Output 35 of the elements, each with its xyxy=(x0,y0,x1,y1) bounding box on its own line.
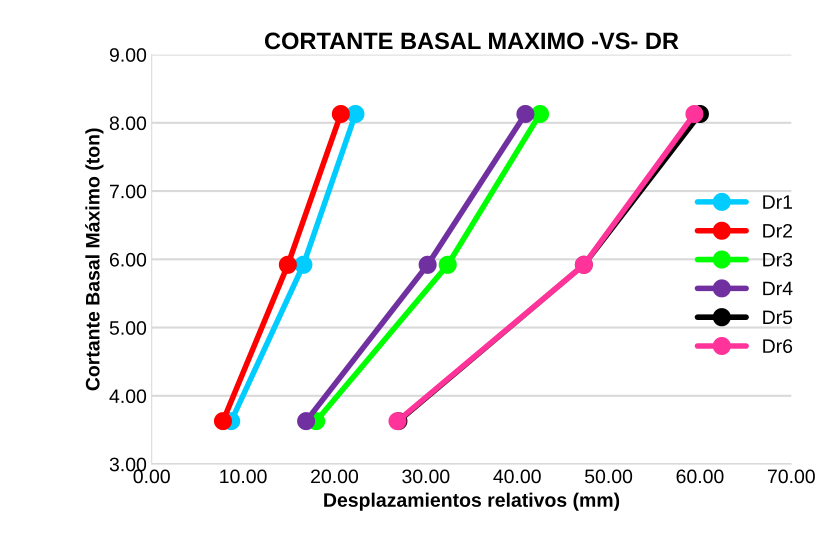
x-tick-label: 0.00 xyxy=(134,469,170,484)
point xyxy=(214,412,232,430)
legend-label: Dr5 xyxy=(763,310,792,324)
point xyxy=(294,256,312,274)
x-axis-title: Desplazamientos relativos (mm) xyxy=(324,492,620,511)
y-tick-label: 9.00 xyxy=(110,48,146,62)
chart-title: CORTANTE BASAL MAXIMO -VS- DR xyxy=(264,32,678,50)
y-tick-label: 7.00 xyxy=(110,184,146,198)
y-tick-label: 5.00 xyxy=(110,321,146,335)
x-tick-label: 20.00 xyxy=(311,469,358,484)
x-tick-label: 40.00 xyxy=(493,469,541,484)
point xyxy=(438,256,457,274)
point xyxy=(346,104,364,124)
x-tick-label: 10.00 xyxy=(220,469,267,484)
point xyxy=(332,104,350,124)
y-tick-label: 4.00 xyxy=(109,389,146,404)
x-tick-label: 50.00 xyxy=(585,469,632,484)
x-tick-label: 30.00 xyxy=(402,469,450,484)
legend-label: Dr4 xyxy=(763,282,792,296)
point xyxy=(278,256,297,274)
point xyxy=(685,104,704,124)
y-axis-title: Cortante Basal Máximo (ton) xyxy=(85,128,104,390)
point xyxy=(297,412,316,430)
x-tick-label: 60.00 xyxy=(676,469,724,484)
y-tick-label: 6.00 xyxy=(110,252,146,267)
legend-label: Dr1 xyxy=(763,195,792,209)
legend-label: Dr3 xyxy=(763,252,792,267)
x-tick-label: 70.00 xyxy=(768,469,815,484)
y-tick-label: 8.00 xyxy=(110,116,146,130)
legend-label: Dr2 xyxy=(763,224,792,238)
point xyxy=(516,104,534,124)
point xyxy=(531,104,550,124)
y-tick-label: 3.00 xyxy=(110,458,146,472)
point xyxy=(418,256,437,274)
legend-label: Dr6 xyxy=(763,339,792,353)
